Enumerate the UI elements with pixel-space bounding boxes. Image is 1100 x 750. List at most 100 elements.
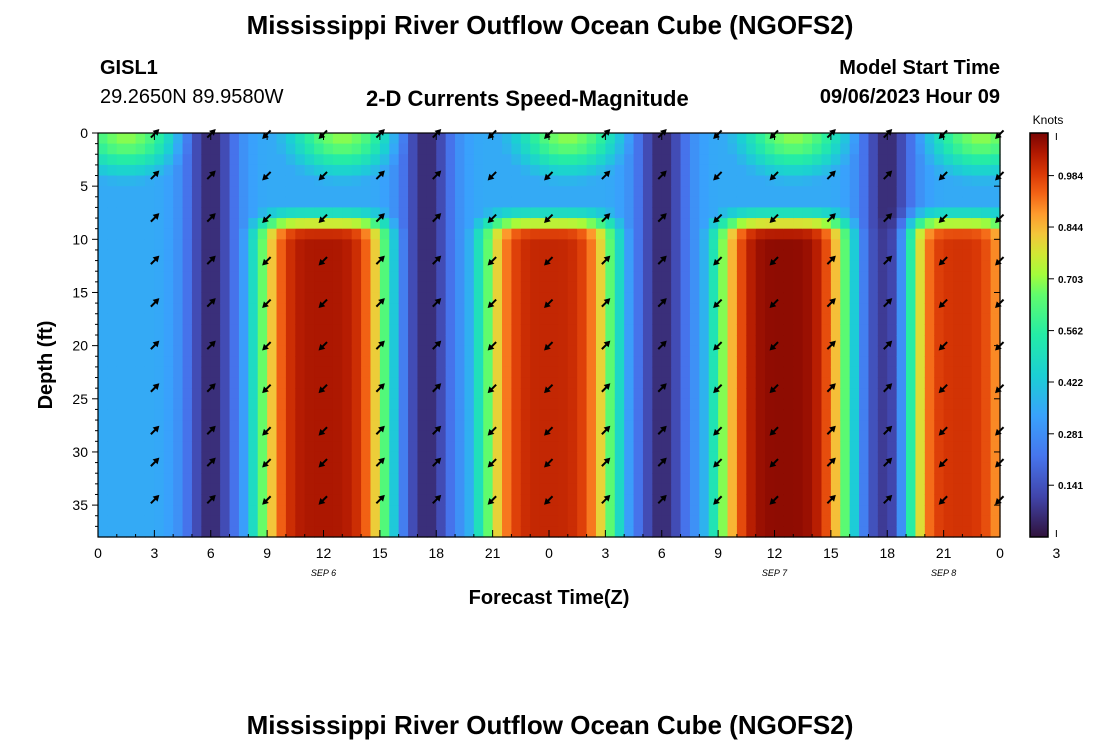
heat-cell — [633, 377, 644, 389]
heat-cell — [971, 133, 982, 145]
heat-cell — [417, 207, 428, 219]
heat-cell — [135, 398, 146, 411]
heat-cell — [135, 420, 146, 432]
heat-cell — [727, 207, 738, 219]
heat-cell — [821, 398, 832, 411]
heat-cell — [370, 175, 381, 187]
heat-cell — [248, 483, 259, 496]
heat-cell — [624, 249, 635, 262]
heat-cell — [520, 483, 531, 496]
heat-cell — [304, 324, 315, 336]
heat-cell — [229, 398, 240, 411]
heat-cell — [642, 143, 653, 155]
heat-cell — [464, 303, 475, 315]
heat-cell — [906, 345, 917, 357]
heat-cell — [229, 526, 240, 538]
heat-cell — [370, 292, 381, 304]
heat-cell — [238, 441, 249, 453]
heat-cell — [953, 505, 964, 517]
heat-cell — [755, 377, 766, 389]
arrow-head — [487, 386, 495, 394]
heat-cell — [868, 218, 879, 230]
heat-cell — [642, 377, 653, 389]
current-arrow — [769, 256, 779, 266]
heat-cell — [943, 196, 954, 209]
heat-cell — [464, 345, 475, 357]
heat-cell — [144, 420, 155, 432]
heat-cell — [257, 430, 268, 442]
current-arrow — [487, 298, 497, 309]
heat-cell — [426, 260, 437, 272]
heat-cell — [473, 292, 484, 304]
heat-cell — [483, 526, 494, 538]
heat-cell — [436, 366, 447, 379]
heat-cell — [304, 526, 315, 538]
heat-cell — [915, 175, 926, 187]
heat-cell — [502, 175, 513, 187]
current-arrow — [318, 495, 328, 505]
heat-cell — [323, 388, 334, 400]
current-arrow — [206, 340, 216, 350]
heat-cell — [924, 366, 935, 379]
heat-cell — [511, 420, 522, 432]
current-arrow — [601, 494, 611, 505]
heat-cell — [558, 335, 569, 347]
heat-cell — [567, 228, 578, 240]
heat-cell — [896, 398, 907, 411]
heat-cell — [671, 345, 682, 357]
heat-cell — [267, 388, 278, 400]
heat-cell — [755, 292, 766, 304]
heat-cell — [144, 441, 155, 453]
heat-cell — [774, 143, 785, 155]
heat-cell — [652, 462, 663, 474]
heat-cell — [257, 451, 268, 464]
heat-cell — [755, 218, 766, 230]
heat-cell — [229, 515, 240, 527]
heat-cell — [417, 388, 428, 400]
heat-cell — [934, 324, 945, 336]
heat-cell — [746, 377, 757, 389]
heat-cell — [689, 239, 700, 251]
heat-cell — [736, 505, 747, 517]
heat-cell — [361, 356, 372, 368]
heat-cell — [896, 249, 907, 262]
heat-cell — [736, 388, 747, 400]
heat-cell — [971, 494, 982, 506]
heat-cell — [990, 313, 1001, 325]
heat-cell — [605, 420, 616, 432]
heat-cell — [314, 292, 325, 304]
heat-cell — [408, 483, 419, 496]
heat-cell — [539, 335, 550, 347]
heat-cell — [577, 218, 588, 230]
heat-cell — [267, 260, 278, 272]
heat-cell — [464, 462, 475, 474]
heat-cell — [98, 483, 108, 496]
heat-cell — [652, 218, 663, 230]
heat-cell — [144, 398, 155, 411]
heat-cell — [182, 281, 193, 294]
heat-cell — [436, 441, 447, 453]
heat-cell — [107, 164, 118, 177]
heat-cell — [267, 366, 278, 379]
heat-cell — [201, 133, 212, 145]
heat-cell — [765, 313, 776, 325]
heat-cell — [248, 430, 259, 442]
heat-cell — [924, 196, 935, 209]
heat-cell — [182, 143, 193, 155]
heat-cell — [370, 324, 381, 336]
heat-cell — [436, 356, 447, 368]
heat-cell — [605, 505, 616, 517]
heat-cell — [135, 164, 146, 177]
heat-cell — [971, 398, 982, 411]
heat-cell — [736, 366, 747, 379]
heat-cell — [191, 377, 202, 389]
heat-cell — [868, 505, 879, 517]
heat-cell — [736, 483, 747, 496]
heat-cell — [511, 505, 522, 517]
heat-cell — [426, 451, 437, 464]
heat-cell — [783, 505, 794, 517]
heat-cell — [567, 207, 578, 219]
arrow-head — [769, 428, 777, 436]
heat-cell — [492, 164, 503, 177]
heat-cell — [492, 218, 503, 230]
